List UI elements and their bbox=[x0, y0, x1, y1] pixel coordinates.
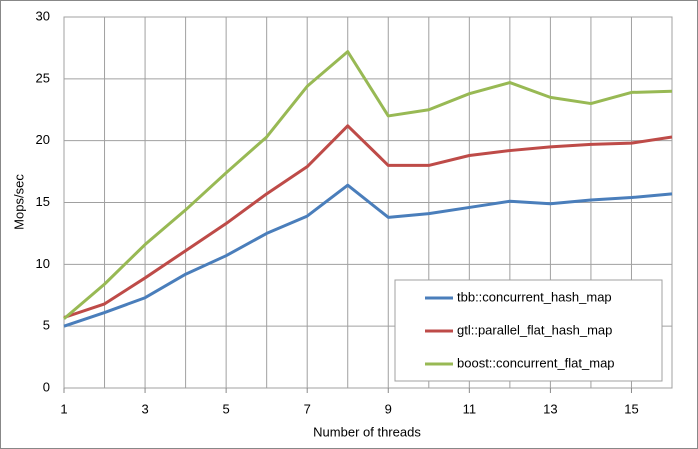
series-line bbox=[63, 50, 673, 320]
x-tick-label: 3 bbox=[141, 401, 148, 416]
y-tick-label: 10 bbox=[36, 256, 50, 271]
legend-label: tbb::concurrent_hash_map bbox=[457, 289, 612, 304]
x-tick-label: 9 bbox=[385, 401, 392, 416]
x-tick-label: 5 bbox=[223, 401, 230, 416]
x-tick-label: 1 bbox=[60, 401, 67, 416]
legend-label: boost::concurrent_flat_map bbox=[457, 355, 615, 370]
y-tick-label: 0 bbox=[43, 379, 50, 394]
x-tick-label: 15 bbox=[624, 401, 638, 416]
plot-frame bbox=[63, 16, 673, 389]
x-tick-label: 7 bbox=[304, 401, 311, 416]
x-axis-label: Number of threads bbox=[313, 424, 421, 439]
y-tick-label: 5 bbox=[43, 318, 50, 333]
legend-label: gtl::parallel_flat_hash_map bbox=[457, 322, 612, 337]
y-tick-label: 20 bbox=[36, 132, 50, 147]
y-tick-label: 25 bbox=[36, 70, 50, 85]
series-line bbox=[63, 124, 673, 319]
series-line bbox=[63, 183, 673, 328]
x-tick-label: 13 bbox=[543, 401, 557, 416]
x-tick-label: 11 bbox=[463, 401, 477, 416]
y-tick-label: 15 bbox=[36, 194, 50, 209]
y-axis-label: Mops/sec bbox=[11, 174, 26, 230]
y-tick-label: 30 bbox=[36, 8, 50, 23]
